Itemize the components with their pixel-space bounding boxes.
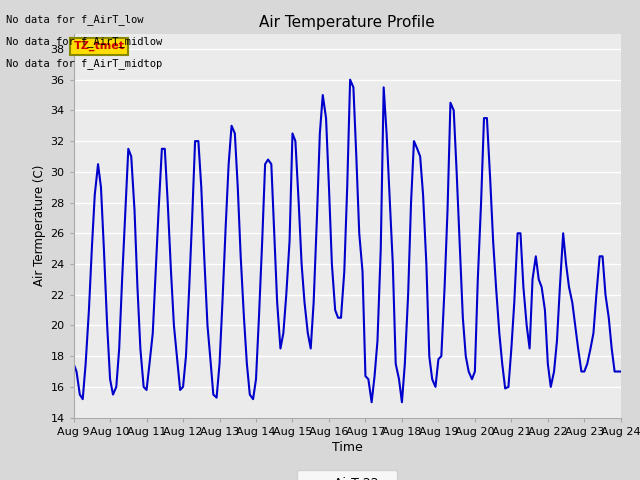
- AirT 22m: [368, 399, 376, 405]
- AirT 22m: [529, 276, 536, 282]
- AirT 22m: [152, 269, 159, 275]
- X-axis label: Time: Time: [332, 441, 363, 454]
- AirT 22m: [115, 346, 123, 351]
- Legend: AirT 22m: AirT 22m: [297, 470, 397, 480]
- Text: No data for f_AirT_midlow: No data for f_AirT_midlow: [6, 36, 163, 47]
- Text: No data for f_AirT_midtop: No data for f_AirT_midtop: [6, 58, 163, 69]
- Text: TZ_tmet: TZ_tmet: [74, 41, 125, 51]
- Y-axis label: Air Termperature (C): Air Termperature (C): [33, 165, 46, 286]
- Title: Air Temperature Profile: Air Temperature Profile: [259, 15, 435, 30]
- AirT 22m: [346, 77, 354, 83]
- Text: No data for f_AirT_low: No data for f_AirT_low: [6, 14, 144, 25]
- AirT 22m: [332, 307, 339, 313]
- AirT 22m: [222, 223, 230, 228]
- AirT 22m: [617, 369, 625, 374]
- AirT 22m: [70, 361, 77, 367]
- AirT 22m: [334, 315, 342, 321]
- Line: AirT 22m: AirT 22m: [74, 80, 621, 402]
